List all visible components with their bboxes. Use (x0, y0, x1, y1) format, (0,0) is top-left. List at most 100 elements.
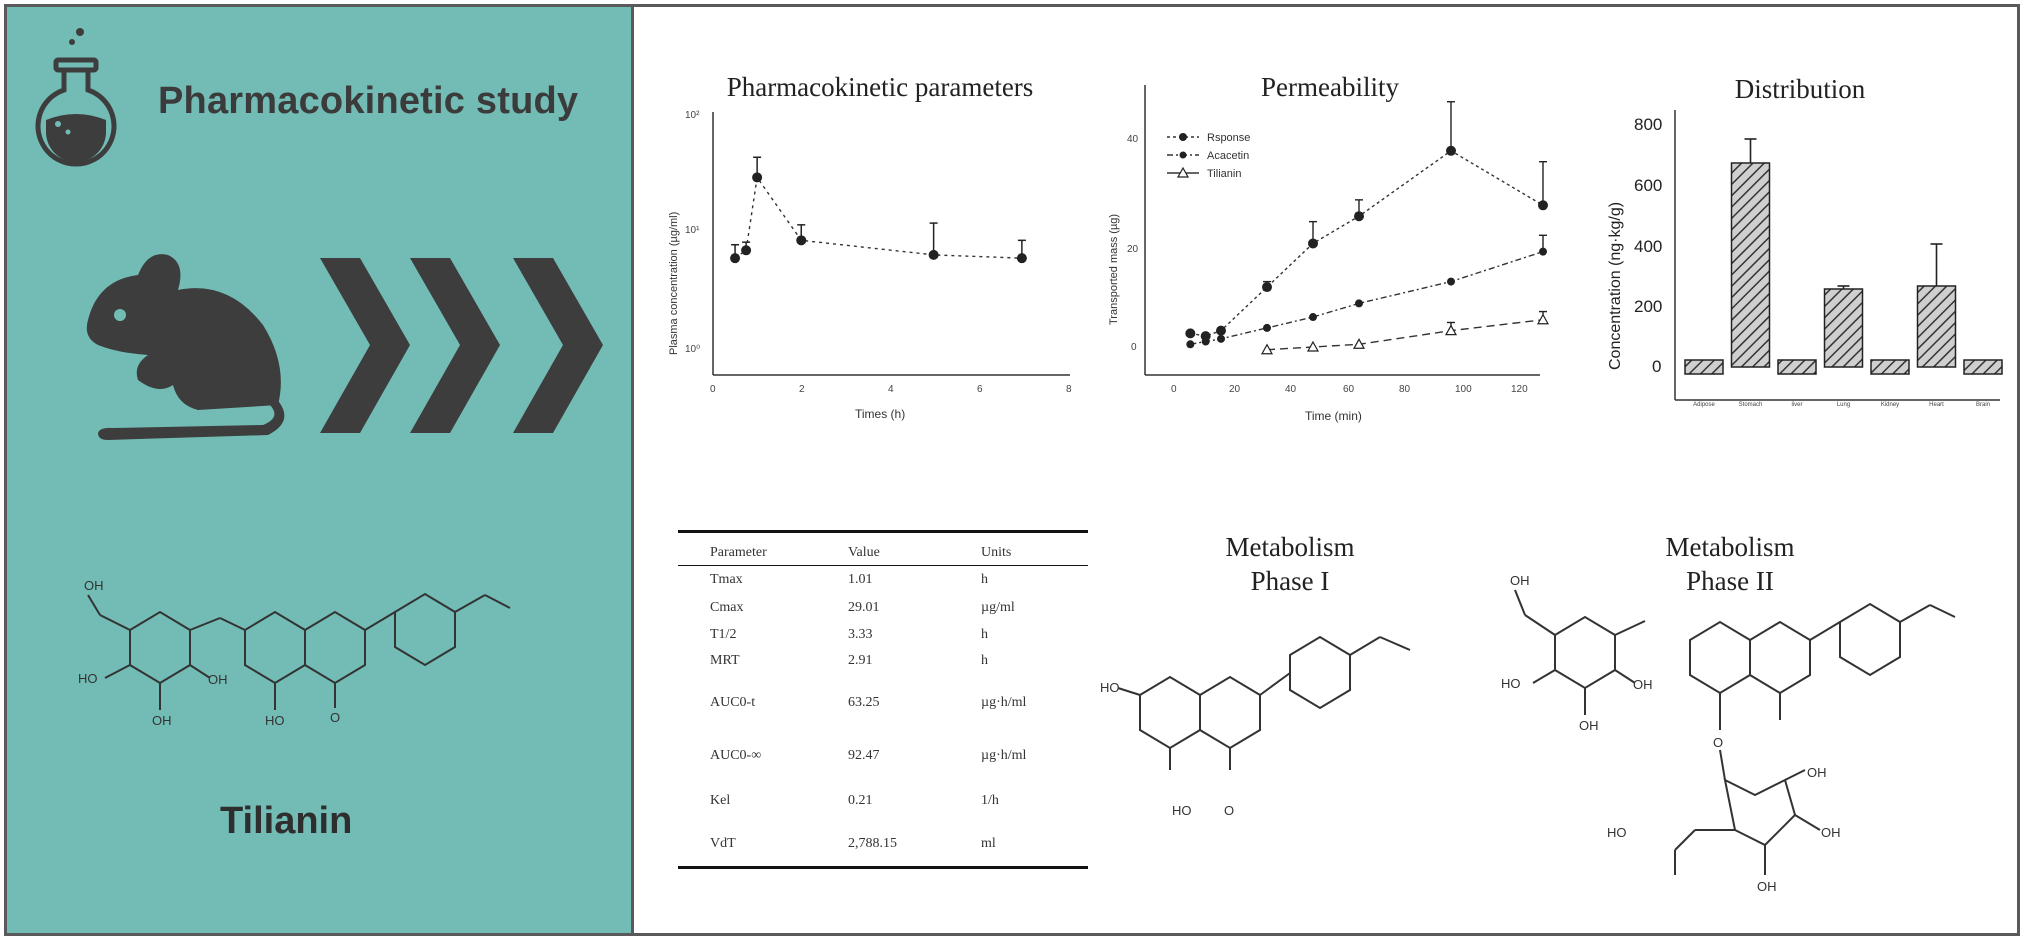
svg-text:OH: OH (84, 578, 104, 593)
dist-xtick: liver (1791, 402, 1802, 408)
perm-series-line (1190, 250, 1544, 345)
perm-legend-0: Rsponse (1207, 132, 1250, 144)
table-cell: 63.25 (848, 695, 880, 710)
metabolism-phase1-title: Metabolism Phase I (1180, 530, 1400, 598)
table-cell: MRT (710, 653, 740, 668)
table-cell: 29.01 (848, 600, 880, 615)
table-row: T1/2 3.33 h (678, 622, 1088, 648)
dist-xtick: Kidney (1881, 402, 1899, 408)
table-rule-top (678, 530, 1088, 533)
pk-ytick-2: 10⁰ (685, 344, 700, 355)
table-header-row: Parameter Value Units (678, 541, 1088, 565)
svg-text:OH: OH (1510, 573, 1530, 588)
table-cell: 0.21 (848, 793, 873, 808)
dist-bar (1870, 359, 1910, 375)
pk-xtick-3: 6 (977, 384, 983, 395)
perm-legend-1: Acacetin (1207, 150, 1249, 162)
pk-point (1016, 253, 1027, 264)
table-header: Parameter (710, 545, 767, 560)
perm-point (1352, 338, 1366, 349)
phase2-structure: OH HO OH OH OH OH OH HO O (1501, 573, 1956, 894)
svg-text:HO: HO (1501, 676, 1521, 691)
pk-ylabel: Plasma concentration (µg/ml) (668, 212, 680, 355)
dist-bar (1730, 162, 1771, 368)
table-cell: 2,788.15 (848, 836, 897, 851)
table-cell: 1.01 (848, 572, 873, 587)
perm-point (1354, 211, 1364, 222)
table-cell: AUC0-t (710, 695, 756, 710)
metabolism-phase2-line1: Metabolism (1665, 532, 1795, 562)
perm-xtick-5: 100 (1455, 384, 1472, 395)
pk-xtick-4: 8 (1066, 384, 1072, 395)
table-row: AUC0-∞ 92.47 µg·h/ml (678, 732, 1088, 780)
perm-series-line (1266, 319, 1544, 351)
perm-point (1538, 200, 1548, 211)
table-row: Cmax 29.01 µg/ml (678, 594, 1088, 622)
table-cell: µg/ml (981, 600, 1015, 615)
table-cell: AUC0-∞ (710, 748, 762, 763)
table-row: AUC0-t 63.25 µg·h/ml (678, 674, 1088, 732)
perm-point (1262, 282, 1272, 293)
pk-parameter-table: Parameter Value Units Tmax 1.01 h Cmax 2… (678, 530, 1088, 869)
dist-ylabel: Concentration (ng·kg/g) (1607, 202, 1624, 370)
pk-xlabel: Times (h) (855, 407, 905, 421)
perm-point (1355, 299, 1363, 308)
dist-bar (1777, 359, 1817, 375)
pk-point (741, 245, 752, 256)
table-cell: 1/h (981, 793, 999, 808)
pk-point (796, 235, 807, 246)
dist-xtick: Heart (1929, 402, 1944, 408)
table-row: Tmax 1.01 h (678, 566, 1088, 594)
perm-xtick-4: 80 (1399, 384, 1411, 395)
chevron-right-icon (320, 258, 603, 433)
svg-text:HO: HO (1172, 803, 1192, 818)
dist-chart-title: Distribution (1734, 74, 1866, 104)
svg-text:HO: HO (1607, 825, 1627, 840)
pk-point (730, 253, 741, 264)
metabolism-phase1-line1: Metabolism (1225, 532, 1355, 562)
table-cell: ml (981, 836, 996, 851)
dist-xtick: Adipose (1693, 402, 1715, 408)
table-cell: T1/2 (710, 627, 737, 642)
svg-text:O: O (1224, 803, 1234, 818)
perm-point (1201, 337, 1210, 346)
svg-text:HO: HO (78, 671, 98, 686)
perm-point (1447, 277, 1455, 286)
tilianin-structure: OH HO OH OH HO O (78, 578, 511, 728)
table-cell: µg·h/ml (981, 695, 1027, 710)
svg-text:OH: OH (208, 672, 228, 687)
table-cell: h (981, 627, 988, 642)
table-row: VdT 2,788.15 ml (678, 822, 1088, 866)
perm-legend-2: Tilianin (1207, 168, 1241, 180)
dist-chart: 800 600 400 200 0 Concentration (ng·kg/g… (1607, 110, 2003, 408)
pk-xtick-1: 2 (799, 384, 805, 395)
perm-point (1536, 313, 1550, 325)
dist-bar (1916, 285, 1957, 368)
perm-ylabel: Transported mass (µg) (1108, 214, 1120, 325)
perm-point (1306, 340, 1320, 352)
perm-point (1444, 324, 1458, 336)
svg-text:OH: OH (152, 713, 172, 728)
perm-chart-title: Permeability (1261, 72, 1399, 102)
perm-point (1217, 334, 1225, 343)
perm-xtick-0: 0 (1171, 384, 1177, 395)
perm-ytick-2: 0 (1131, 342, 1137, 353)
svg-text:OH: OH (1807, 765, 1827, 780)
perm-legend: Rsponse Acacetin Tilianin (1167, 132, 1250, 180)
table-cell: h (981, 572, 988, 587)
table-row: MRT 2.91 h (678, 648, 1088, 674)
perm-point (1260, 343, 1274, 355)
dist-xtick: Stomach (1739, 402, 1763, 408)
dist-ytick-2: 400 (1634, 237, 1662, 256)
perm-point (1185, 328, 1196, 339)
phase1-structure: HO HO O (1100, 635, 1411, 818)
svg-text:HO: HO (265, 713, 285, 728)
metabolism-phase1-line2: Phase I (1250, 566, 1330, 596)
perm-point (1539, 247, 1547, 256)
left-panel (7, 7, 634, 933)
metabolism-phase2-title: Metabolism Phase II (1620, 530, 1840, 598)
pk-xtick-0: 0 (710, 384, 716, 395)
table-cell: Cmax (710, 600, 744, 615)
perm-point (1446, 145, 1456, 156)
dist-ytick-0: 800 (1634, 115, 1662, 134)
